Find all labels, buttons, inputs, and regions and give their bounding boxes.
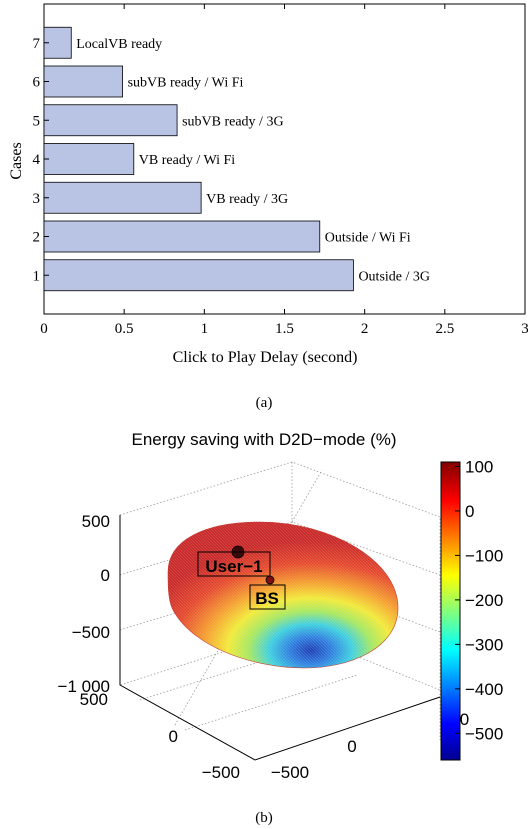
bar-case-2 [43, 220, 321, 253]
panel-a-label: (a) [256, 395, 273, 411]
y3d-tick-label: 500 [80, 690, 108, 709]
bar-y-axis-label: Cases [8, 142, 25, 179]
z-tick-label: −500 [72, 623, 110, 642]
surface-mesh [168, 522, 398, 668]
colorbar-tick-label: −200 [465, 591, 503, 610]
x-tick-label: 2 [361, 321, 369, 337]
bar-label-case-2: Outside / Wi Fi [325, 231, 411, 246]
colorbar-tick-label: −300 [465, 635, 503, 654]
x-tick-label: 0 [40, 321, 48, 337]
x-tick-label: 1 [201, 321, 209, 337]
z-tick-label: 0 [101, 566, 110, 585]
x3d-tick-label: 0 [347, 737, 356, 756]
surface-3d-axes [119, 515, 441, 761]
bar-x-axis-label: Click to Play Delay (second) [173, 349, 358, 366]
user-annotation: User−1 [205, 557, 262, 576]
bar-label-case-4: VB ready / Wi Fi [139, 153, 236, 168]
colorbar-tick-label: 100 [465, 457, 493, 476]
z-tick-label: 500 [82, 512, 110, 531]
bar-case-5 [43, 104, 178, 137]
bar-label-case-1: Outside / 3G [358, 269, 430, 284]
bar-label-case-5: subVB ready / 3G [182, 114, 284, 129]
x-tick-label: 2.5 [435, 321, 454, 337]
bar-label-case-7: LocalVB ready [76, 37, 162, 52]
colorbar-tick-label: −100 [465, 546, 503, 565]
bs-marker [265, 575, 275, 585]
bs-annotation: BS [255, 589, 279, 608]
y3d-tick-label: −500 [202, 763, 240, 782]
y-tick-label: 2 [33, 230, 41, 246]
surface-chart-panel: Energy saving with D2D−mode (%) User−1 B… [58, 430, 504, 826]
colorbar-tick-label: 0 [465, 502, 474, 521]
y-tick-label: 4 [33, 152, 41, 168]
y-tick-label: 6 [33, 75, 41, 91]
colorbar-tick-label: −500 [465, 724, 503, 743]
bs-label-box [249, 584, 286, 610]
y3d-tick-label: 0 [169, 727, 178, 746]
z-tick-label: −1 000 [58, 677, 110, 696]
colorbar [440, 461, 461, 761]
y-tick-label: 1 [33, 268, 41, 284]
x-tick-label: 1.5 [275, 321, 294, 337]
y-tick-label: 3 [33, 191, 41, 207]
bar-label-case-3: VB ready / 3G [206, 192, 288, 207]
bar-case-3 [43, 181, 202, 214]
bar-case-1 [43, 259, 354, 292]
y-tick-label: 7 [33, 36, 41, 52]
colorbar-tick-label: −400 [465, 680, 503, 699]
user-label-box [197, 551, 271, 577]
bar-chart-panel: Outside / 3G Outside / Wi Fi VB ready / 3G… [8, 3, 528, 411]
y-tick-label: 5 [33, 113, 41, 129]
bar-case-6 [43, 65, 123, 98]
x-tick-label: 3 [521, 321, 528, 337]
bar-label-case-6: subVB ready / Wi Fi [128, 76, 244, 91]
x-tick-label: 0.5 [115, 321, 134, 337]
surface-title: Energy saving with D2D−mode (%) [131, 430, 396, 449]
x3d-tick-label: −500 [271, 763, 309, 782]
panel-b-label: (b) [255, 810, 273, 826]
bar-case-4 [43, 143, 135, 175]
